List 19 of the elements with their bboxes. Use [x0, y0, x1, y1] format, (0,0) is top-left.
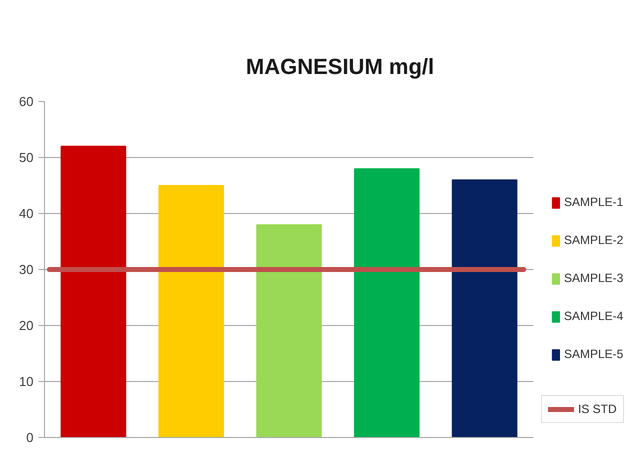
bar	[60, 146, 126, 438]
legend-label: SAMPLE-3	[564, 271, 624, 285]
y-tick-label: 10	[19, 374, 34, 389]
bar	[452, 179, 518, 438]
y-tick-label: 0	[26, 430, 34, 445]
y-tick-label: 50	[19, 150, 34, 165]
legend-label: SAMPLE-2	[564, 233, 624, 247]
legend-label: SAMPLE-5	[564, 347, 624, 361]
y-tick-label: 30	[19, 262, 34, 277]
bar	[158, 185, 224, 438]
bar	[256, 224, 322, 438]
chart-title: MAGNESIUM mg/l	[246, 54, 434, 79]
legend-label: IS STD	[578, 402, 617, 416]
bar	[354, 168, 420, 438]
y-tick-label: 60	[19, 94, 34, 109]
legend-label: SAMPLE-4	[564, 309, 624, 323]
y-tick-label: 40	[19, 206, 34, 221]
y-tick-label: 20	[19, 318, 34, 333]
legend-label: SAMPLE-1	[564, 195, 624, 209]
